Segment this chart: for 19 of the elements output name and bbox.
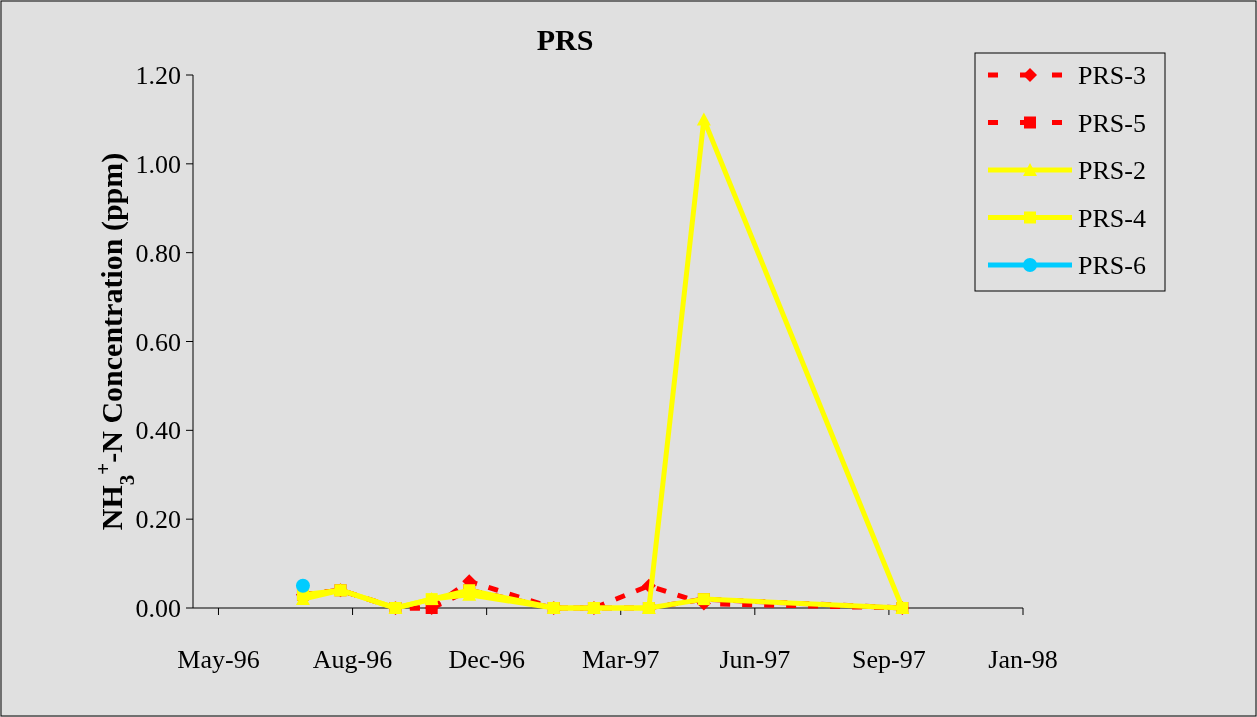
x-tick-label: Dec-96 (448, 645, 525, 674)
chart-title: PRS (536, 23, 594, 56)
y-tick-label: 0.00 (135, 594, 181, 624)
x-tick-label: Jan-98 (988, 645, 1058, 674)
y-tick-label: 1.20 (135, 61, 181, 91)
legend-label: PRS-2 (1078, 156, 1146, 186)
y-tick-label: 0.80 (135, 238, 181, 268)
x-tick-label: Sep-97 (852, 645, 926, 674)
y-tick-label: 0.60 (135, 327, 181, 357)
legend-label: PRS-5 (1078, 108, 1146, 138)
x-tick-label: Jun-97 (719, 645, 791, 674)
x-tick-label: May-96 (177, 645, 260, 674)
legend-label: PRS-4 (1078, 203, 1146, 233)
x-tick-label: Mar-97 (582, 645, 660, 674)
legend-label: PRS-3 (1078, 61, 1146, 91)
legend-label: PRS-6 (1078, 251, 1146, 281)
y-tick-label: 1.00 (135, 149, 181, 179)
y-tick-label: 0.40 (135, 416, 181, 446)
x-tick-label: Aug-96 (312, 645, 393, 674)
